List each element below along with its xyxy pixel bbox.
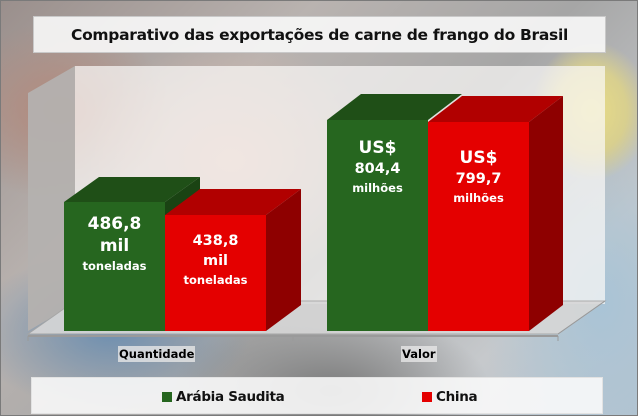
label-quantidade-china: 438,8 mil toneladas (183, 233, 248, 287)
legend-item-arabia: Arábia Saudita (162, 378, 285, 415)
label-valor-china: US$ 799,7 milhões (453, 148, 504, 205)
legend-item-china: China (422, 378, 478, 415)
category-label-quantidade: Quantidade (118, 346, 196, 362)
label-valor-arabia: US$ 804,4 milhões (352, 138, 403, 195)
chart-title-box: Comparativo das exportações de carne de … (33, 16, 606, 53)
chart-floor (26, 300, 607, 335)
legend-swatch-green-icon (162, 391, 172, 402)
category-label-valor: Valor (401, 346, 437, 362)
legend-swatch-red-icon (422, 391, 432, 402)
label-quantidade-arabia: 486,8 mil toneladas (82, 214, 147, 273)
side-wall (28, 66, 75, 331)
legend: Arábia Saudita China (31, 377, 603, 414)
chart-title: Comparativo das exportações de carne de … (71, 25, 568, 44)
